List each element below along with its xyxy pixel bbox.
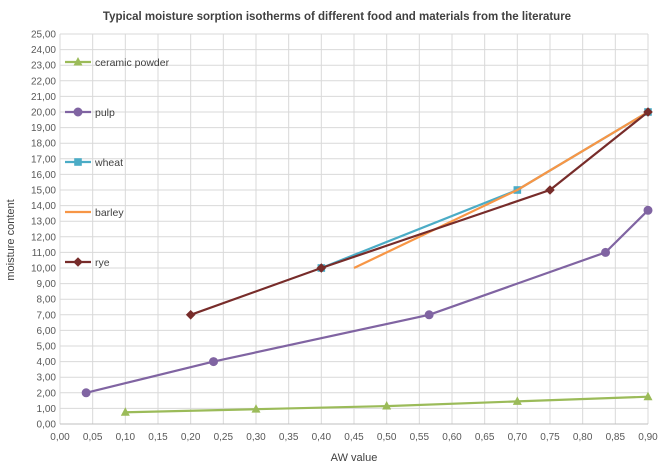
legend-marker [73,257,83,267]
data-point-pulp [643,205,653,215]
y-tick-label: 25,00 [31,30,56,41]
x-tick-label: 0,65 [475,432,495,443]
data-point-ceramic-powder [251,404,261,413]
legend: ceramic powder pulp wheat barley rye [65,57,170,269]
legend-marker [73,107,83,117]
series-rye [185,107,653,320]
y-tick-label: 14,00 [31,201,56,212]
legend-item-wheat: wheat [65,157,123,169]
series-layer [81,107,653,416]
series-line-rye [190,111,649,316]
y-tick-label: 15,00 [31,186,56,197]
x-tick-label: 0,90 [638,432,658,443]
legend-label: barley [95,207,124,219]
y-axis-label: moisture content [5,199,17,280]
y-tick-label: 1,00 [37,404,57,415]
x-tick-label: 0,70 [508,432,528,443]
x-tick-label: 0,15 [148,432,168,443]
x-tick-label: 0,85 [606,432,626,443]
x-tick-label: 0,20 [181,432,201,443]
y-tick-label: 18,00 [31,139,56,150]
x-tick-label: 0,25 [214,432,234,443]
data-point-ceramic-powder [382,401,392,410]
grid-lines [59,33,649,425]
y-tick-label: 7,00 [37,310,57,321]
x-tick-label: 0,50 [377,432,397,443]
series-pulp [81,205,653,398]
legend-marker [74,158,82,166]
y-tick-label: 21,00 [31,92,56,103]
data-point-rye [316,263,327,273]
y-tick-label: 13,00 [31,217,56,228]
x-tick-label: 0,10 [116,432,136,443]
y-tick-label: 0,00 [37,420,57,431]
y-tick-label: 16,00 [31,170,56,181]
y-tick-label: 22,00 [31,76,56,87]
y-tick-label: 23,00 [31,61,56,72]
chart-title: Typical moisture sorption isotherms of d… [103,11,571,23]
data-point-pulp [209,357,219,367]
x-tick-label: 0,80 [573,432,593,443]
x-tick-label: 0,05 [83,432,103,443]
y-tick-label: 19,00 [31,123,56,134]
y-tick-label: 3,00 [37,373,57,384]
data-point-ceramic-powder [512,396,522,405]
x-tick-label: 0,75 [540,432,560,443]
x-tick-label: 0,60 [442,432,462,443]
legend-label: wheat [94,157,123,169]
series-barley [353,111,649,269]
legend-item-rye: rye [65,257,110,269]
data-point-rye [545,185,555,195]
x-tick-label: 0,00 [50,432,70,443]
x-tick-label: 0,35 [279,432,299,443]
data-point-ceramic-powder [643,391,653,401]
y-tick-label: 11,00 [32,248,57,259]
y-tick-label: 20,00 [31,108,56,119]
series-ceramic-powder [120,391,653,416]
x-tick-label: 0,30 [246,432,266,443]
y-tick-label: 4,00 [37,357,57,368]
x-tick-label: 0,45 [344,432,364,443]
legend-item-barley: barley [65,207,124,219]
y-tick-label: 9,00 [37,279,57,290]
series-line-pulp [85,209,649,394]
y-tick-label: 17,00 [31,154,56,165]
legend-item-ceramic-powder: ceramic powder [65,57,170,69]
data-point-ceramic-powder [120,407,130,416]
legend-label: ceramic powder [95,57,170,69]
y-tick-label: 10,00 [31,264,56,275]
legend-label: rye [95,257,110,269]
axes: 0,00 1,00 2,00 3,00 4,00 5,00 6,00 7,00 8,00 9,00… [31,30,658,444]
data-point-pulp [81,388,91,398]
data-point-pulp [424,310,434,320]
y-tick-label: 6,00 [37,326,57,337]
y-tick-label: 8,00 [37,295,57,306]
series-line-barley [353,111,649,269]
y-tick-label: 12,00 [31,232,56,243]
x-axis-label: AW value [331,452,378,464]
data-point-rye [185,310,196,320]
y-tick-label: 2,00 [37,388,57,399]
legend-item-pulp: pulp [65,107,115,119]
legend-label: pulp [95,107,115,119]
x-tick-label: 0,40 [312,432,332,443]
y-tick-label: 5,00 [37,342,57,353]
y-tick-label: 24,00 [31,45,56,56]
x-tick-label: 0,55 [410,432,430,443]
legend-marker [73,57,83,66]
data-point-rye [643,107,653,117]
data-point-pulp [601,247,611,257]
